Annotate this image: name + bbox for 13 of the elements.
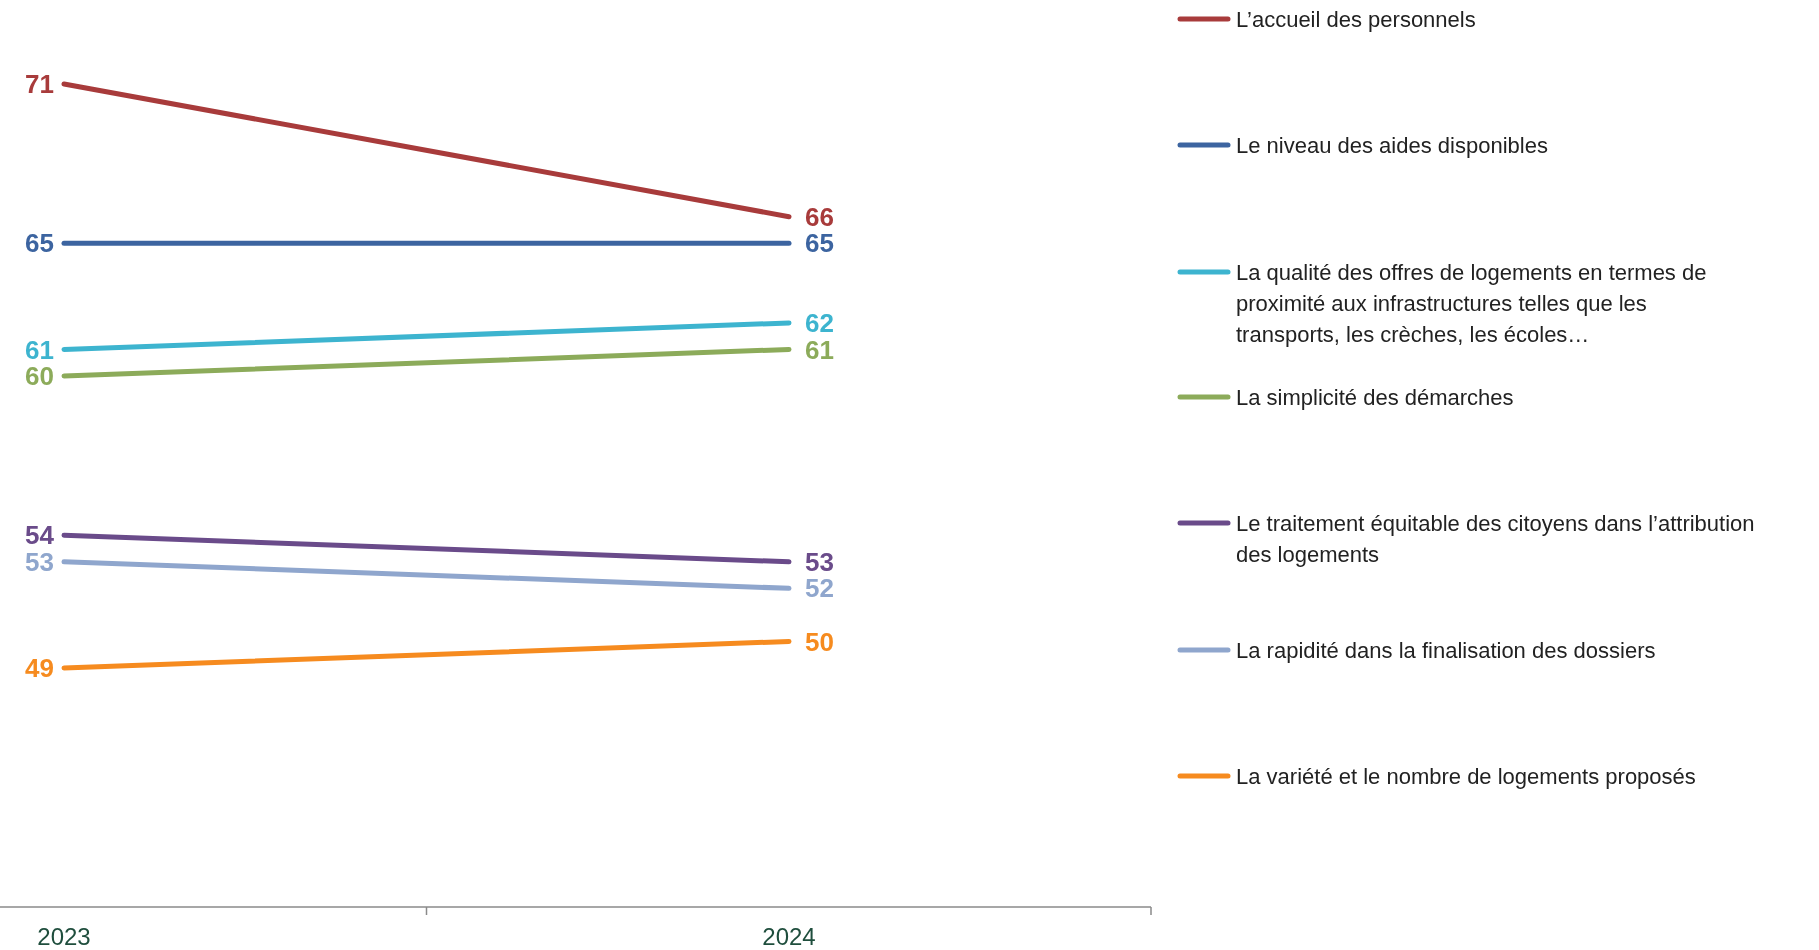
data-label: 50: [805, 626, 834, 657]
x-tick-label: 2024: [762, 923, 816, 950]
legend-label: La rapidité dans la finalisation des dossiers: [1236, 637, 1656, 663]
legend-label: L’accueil des personnels: [1236, 6, 1476, 32]
legend-label: La qualité des offres de logements en termes de proximité aux infrastructures telles que les transports, les crèches, les écoles…: [1236, 259, 1707, 347]
data-label: 71: [25, 69, 54, 100]
data-label: 49: [25, 653, 54, 684]
legend-label: La simplicité des démarches: [1236, 384, 1514, 410]
legend-label: La variété et le nombre de logements proposés: [1236, 763, 1696, 789]
legend-label: Le niveau des aides disponibles: [1236, 132, 1548, 158]
x-tick-label: 2023: [37, 923, 91, 950]
legend-label: Le traitement équitable des citoyens dans l’attribution des logements: [1236, 510, 1755, 567]
data-label: 65: [25, 228, 54, 259]
